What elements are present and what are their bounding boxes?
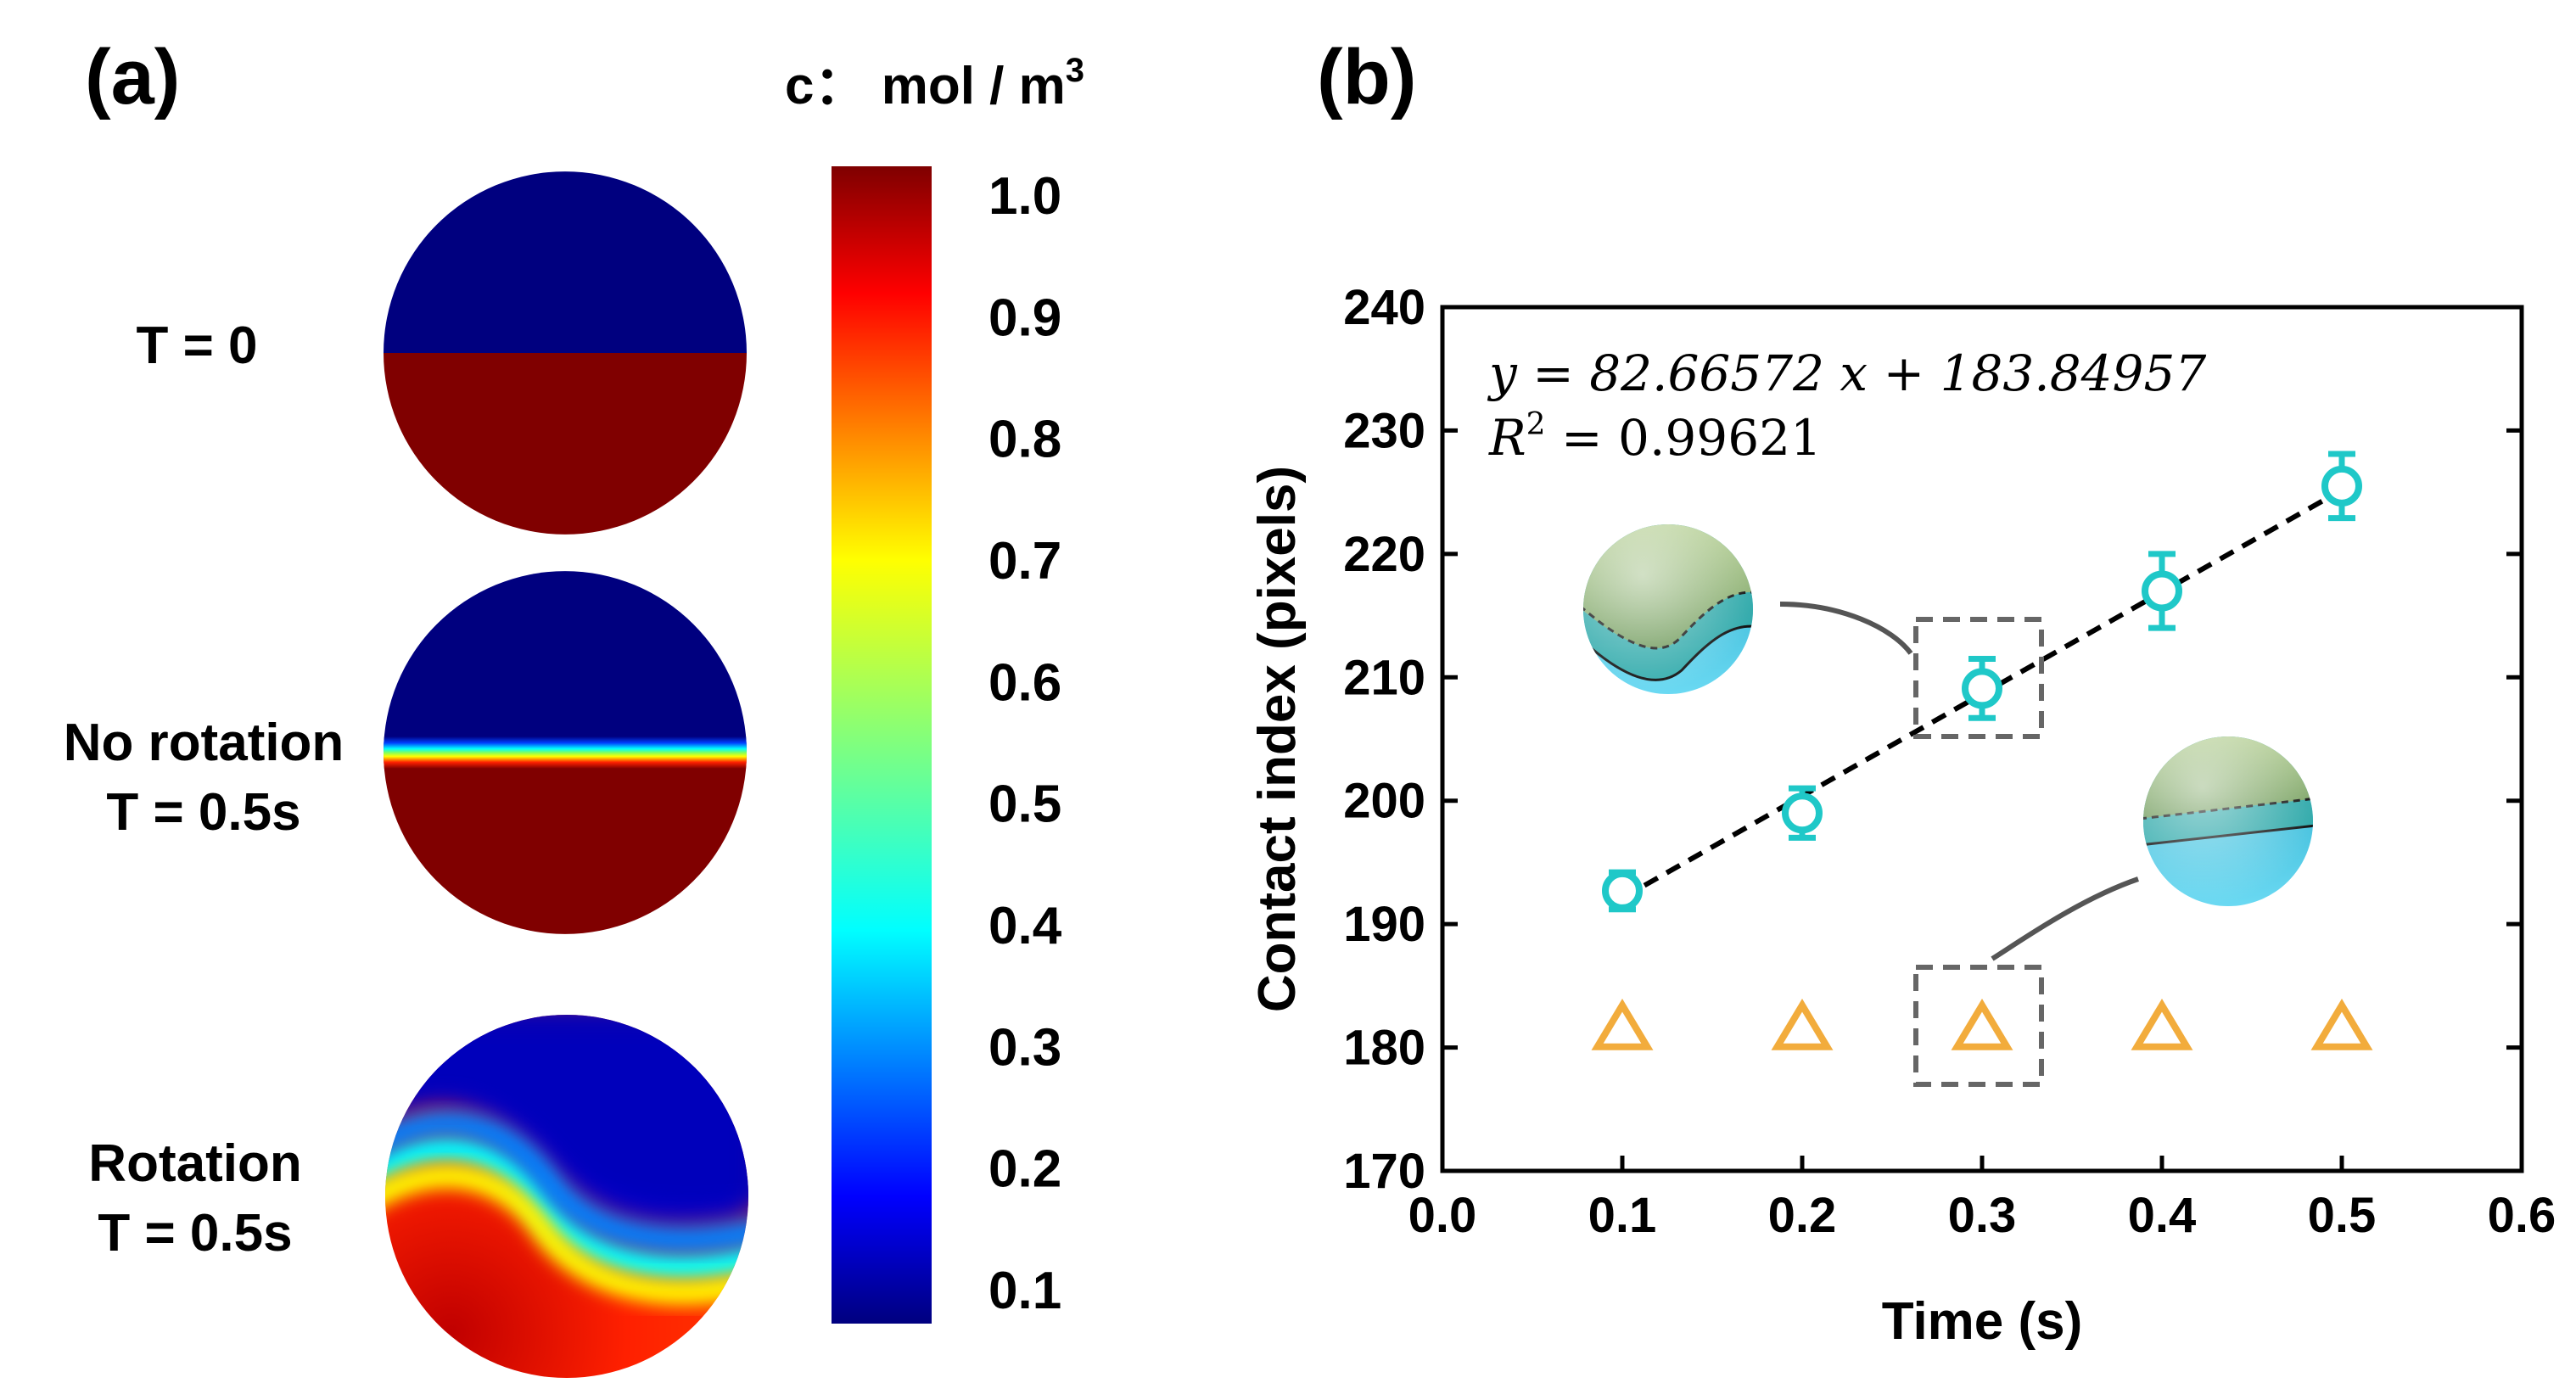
chart-marks xyxy=(1591,451,2373,1050)
x-tick-label: 0.3 xyxy=(1948,1188,2017,1243)
x-axis: 0.0 0.1 0.2 0.3 0.4 0.5 0.6 xyxy=(1408,1156,2556,1243)
r2-symbol: R xyxy=(1488,409,1526,467)
scatter-plot: 0.0 0.1 0.2 0.3 0.4 0.5 0.6 170 180 190 200 210 220… xyxy=(1248,280,2556,1351)
connector-no-rotation xyxy=(1991,876,2139,961)
data-point-circle xyxy=(2142,570,2182,612)
concentration-map-no-rotation xyxy=(384,571,747,934)
y-tick-label: 200 xyxy=(1343,774,1425,829)
panel-b-label: (b) xyxy=(1317,34,1416,120)
colorbar-tick-label: 0.1 xyxy=(988,1262,1061,1320)
y-tick-label: 240 xyxy=(1343,280,1425,335)
x-tick-label: 0.4 xyxy=(2128,1188,2197,1243)
row-label-rotation: Rotation xyxy=(88,1134,301,1193)
y-tick-label: 170 xyxy=(1343,1144,1425,1199)
y-axis: 170 180 190 200 210 220 230 240 xyxy=(1343,280,2522,1199)
r2-value: = 0.99621 xyxy=(1546,409,1822,467)
x-tick-label: 0.0 xyxy=(1408,1188,1477,1243)
data-point-circle xyxy=(1962,668,2002,709)
concentration-map-t0 xyxy=(384,171,747,535)
data-point-circle xyxy=(1782,792,1823,834)
data-point-circle xyxy=(2321,465,2362,507)
y-tick-label: 210 xyxy=(1343,650,1425,705)
colorbar-tick-label: 1.0 xyxy=(988,167,1061,226)
connector-rotation xyxy=(1779,602,1913,655)
y-axis-label: Contact index (pixels) xyxy=(1248,466,1307,1012)
colorbar-title: c： mol / m3 xyxy=(785,52,1084,115)
colorbar-tick-label: 0.6 xyxy=(988,653,1061,712)
x-tick-label: 0.5 xyxy=(2308,1188,2377,1243)
colorbar-title-exp: 3 xyxy=(1066,52,1084,89)
row-label-no-rotation: No rotation xyxy=(64,714,344,772)
highlight-box-no-rotation xyxy=(1913,965,2044,1087)
row-label-rotation-time: T = 0.5s xyxy=(98,1204,292,1263)
colorbar xyxy=(832,166,932,1324)
data-point-circle xyxy=(1602,870,1643,911)
x-tick-label: 0.2 xyxy=(1768,1188,1837,1243)
colorbar-title-text: c： mol / m xyxy=(785,57,1066,115)
sphere-inset-no-rotation xyxy=(2143,736,2313,906)
row-label-t0: T = 0 xyxy=(136,316,257,375)
fit-r-squared: R2 = 0.99621 xyxy=(1488,407,1822,467)
row-label-no-rotation-time: T = 0.5s xyxy=(106,783,300,842)
colorbar-ticks: 1.0 0.9 0.8 0.7 0.6 0.5 0.4 0.3 0.2 0.1 xyxy=(988,167,1062,1320)
x-tick-label: 0.1 xyxy=(1588,1188,1657,1243)
colorbar-tick-label: 0.8 xyxy=(988,411,1061,469)
data-point-triangle xyxy=(2131,998,2193,1050)
colorbar-tick-label: 0.2 xyxy=(988,1140,1061,1199)
sphere-inset-rotation xyxy=(1583,524,1753,694)
data-point-triangle xyxy=(1591,998,1654,1050)
concentration-map-rotation xyxy=(385,1015,748,1378)
fit-equation: y = 82.66572 x + 183.84957 xyxy=(1487,344,2206,402)
data-point-triangle xyxy=(2310,998,2373,1050)
y-tick-label: 220 xyxy=(1343,527,1425,582)
colorbar-tick-label: 0.4 xyxy=(988,897,1062,955)
panel-a-label: (a) xyxy=(85,34,180,120)
colorbar-tick-label: 0.3 xyxy=(988,1018,1061,1077)
x-axis-label: Time (s) xyxy=(1882,1292,2083,1351)
y-tick-label: 180 xyxy=(1343,1021,1425,1076)
colorbar-tick-label: 0.9 xyxy=(988,288,1061,347)
highlight-box-rotation xyxy=(1913,617,2044,739)
data-point-triangle xyxy=(1951,998,2013,1050)
r2-exp: 2 xyxy=(1526,407,1546,442)
data-point-triangle xyxy=(1771,998,1834,1050)
y-tick-label: 230 xyxy=(1343,403,1425,458)
colorbar-tick-label: 0.5 xyxy=(988,775,1061,834)
x-tick-label: 0.6 xyxy=(2488,1188,2556,1243)
colorbar-tick-label: 0.7 xyxy=(988,532,1061,591)
y-tick-label: 190 xyxy=(1343,897,1425,952)
